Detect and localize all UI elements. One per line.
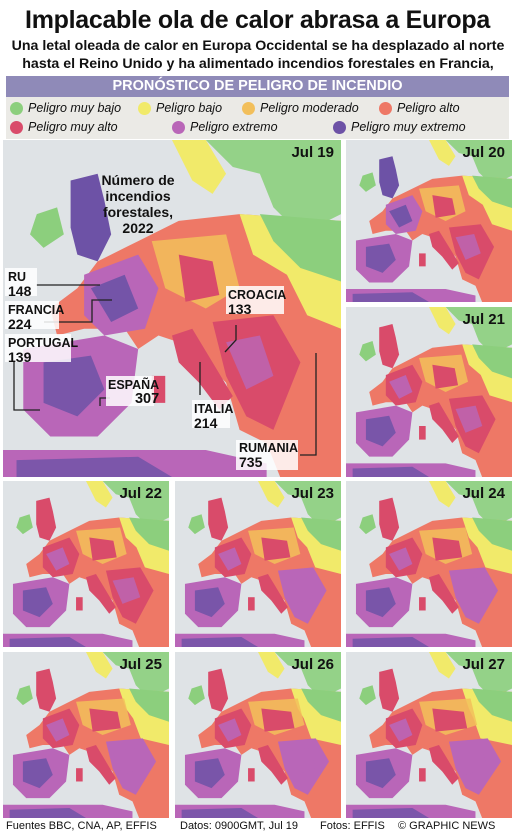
- country-name: RUMANIA: [239, 441, 299, 455]
- map-panel-jul-21: Jul 21: [346, 307, 512, 477]
- legend-item-very-extreme: Peligro muy extremo: [333, 120, 466, 134]
- fire-count-value: 214: [194, 415, 218, 431]
- panel-date-label: Jul 20: [462, 144, 505, 161]
- map-jul-20: [346, 140, 512, 302]
- legend-item-low: Peligro bajo: [138, 101, 222, 115]
- legend: Peligro muy bajo Peligro bajo Peligro mo…: [6, 97, 509, 139]
- europe-map-graphic: [175, 652, 341, 818]
- subtitle: Una letal oleada de calor en Europa Occi…: [11, 38, 505, 90]
- legend-swatch: [172, 120, 185, 134]
- country-name: CROACIA: [228, 288, 287, 302]
- map-jul-22: [3, 481, 169, 647]
- legend-label: Peligro extremo: [190, 120, 278, 134]
- map-jul-27: [346, 652, 512, 818]
- map-panel-jul-23: Jul 23: [175, 481, 341, 647]
- panel-date-label: Jul 21: [462, 311, 505, 328]
- panel-date-label: Jul 27: [462, 656, 505, 673]
- fire-count-ru: RU 148: [8, 270, 31, 298]
- europe-map-graphic: [346, 481, 512, 647]
- europe-map-graphic: [3, 481, 169, 647]
- footer-data: Datos: 0900GMT, Jul 19: [180, 820, 299, 832]
- callout-rumania: [236, 440, 298, 470]
- panel-date-label: Jul 23: [291, 485, 334, 502]
- fire-count-value: 307: [134, 391, 160, 407]
- legend-swatch: [333, 120, 346, 134]
- country-name: ESPAÑA: [108, 378, 160, 392]
- map-panel-jul-27: Jul 27: [346, 652, 512, 818]
- country-name: ITALIA: [194, 402, 234, 416]
- legend-item-extreme: Peligro extremo: [172, 120, 278, 134]
- footer-brand: © GRAPHIC NEWS: [398, 820, 496, 832]
- legend-item-moderate: Peligro moderado: [242, 101, 359, 115]
- fire-count-rumania: RUMANIA 735: [239, 441, 298, 469]
- map-panel-jul-22: Jul 22: [3, 481, 169, 647]
- footer-sources: Fuentes BBC, CNA, AP, EFFIS: [6, 820, 157, 832]
- fire-count-italia: ITALIA 214: [194, 402, 233, 430]
- callout-ru: [5, 268, 37, 296]
- legend-item-very-high: Peligro muy alto: [10, 120, 118, 134]
- callout-croacia: [226, 286, 284, 314]
- europe-map-graphic: [3, 652, 169, 818]
- map-jul-26: [175, 652, 341, 818]
- callout-francia: [5, 301, 59, 329]
- map-panel-jul-24: Jul 24: [346, 481, 512, 647]
- section-banner: PRONÓSTICO DE PELIGRO DE INCENDIO: [6, 76, 509, 97]
- country-name: FRANCIA: [8, 303, 65, 317]
- map-panel-jul-25: Jul 25: [3, 652, 169, 818]
- map-jul-21: [346, 307, 512, 477]
- callout-espana: [106, 376, 154, 406]
- legend-label: Peligro muy extremo: [351, 120, 466, 134]
- map-jul-24: [346, 481, 512, 647]
- fire-count-value: 224: [8, 316, 32, 332]
- legend-swatch: [379, 101, 392, 115]
- map-jul-19: [3, 140, 341, 477]
- country-name: RU: [8, 270, 27, 284]
- europe-map-graphic: [3, 140, 341, 477]
- panel-date-label: Jul 22: [119, 485, 162, 502]
- map-panel-jul-20: Jul 20: [346, 140, 512, 302]
- country-name: PORTUGAL: [8, 336, 79, 350]
- fire-count-portugal: PORTUGAL 139: [8, 336, 78, 364]
- fire-count-value: 139: [8, 349, 32, 365]
- legend-label: Peligro moderado: [260, 101, 359, 115]
- fire-count-francia: FRANCIA 224: [8, 303, 64, 331]
- callout-italia: [192, 400, 230, 428]
- legend-swatch: [138, 101, 151, 115]
- panel-date-label: Jul 24: [462, 485, 505, 502]
- legend-swatch: [10, 120, 23, 134]
- callout-portugal: [5, 334, 71, 362]
- fires-heading: Número de incendios forestales, 2022: [101, 172, 175, 236]
- panel-date-label: Jul 19: [291, 144, 334, 161]
- legend-item-high: Peligro alto: [379, 101, 460, 115]
- legend-label: Peligro alto: [397, 101, 460, 115]
- page-title: Implacable ola de calor abrasa a Europa: [25, 6, 490, 34]
- panel-date-label: Jul 26: [291, 656, 334, 673]
- map-jul-23: [175, 481, 341, 647]
- legend-label: Peligro muy alto: [28, 120, 118, 134]
- map-panel-jul-26: Jul 26: [175, 652, 341, 818]
- footer-photos: Fotos: EFFIS: [320, 820, 385, 832]
- legend-label: Peligro bajo: [156, 101, 223, 115]
- europe-map-graphic: [346, 140, 512, 302]
- europe-map-graphic: [346, 307, 512, 477]
- fire-count-value: 133: [228, 301, 252, 317]
- europe-map-graphic: [175, 481, 341, 647]
- fire-count-value: 735: [239, 454, 263, 470]
- europe-map-graphic: [346, 652, 512, 818]
- legend-item-very-low: Peligro muy bajo: [10, 101, 121, 115]
- fire-count-value: 148: [8, 283, 32, 299]
- fire-count-espana: ESPAÑA 307: [108, 378, 159, 406]
- legend-swatch: [10, 101, 23, 115]
- legend-label: Peligro muy bajo: [28, 101, 122, 115]
- fire-count-croacia: CROACIA 133: [228, 288, 286, 316]
- map-panel-jul-19: Jul 19: [3, 140, 341, 477]
- map-jul-25: [3, 652, 169, 818]
- legend-swatch: [242, 101, 255, 115]
- panel-date-label: Jul 25: [119, 656, 162, 673]
